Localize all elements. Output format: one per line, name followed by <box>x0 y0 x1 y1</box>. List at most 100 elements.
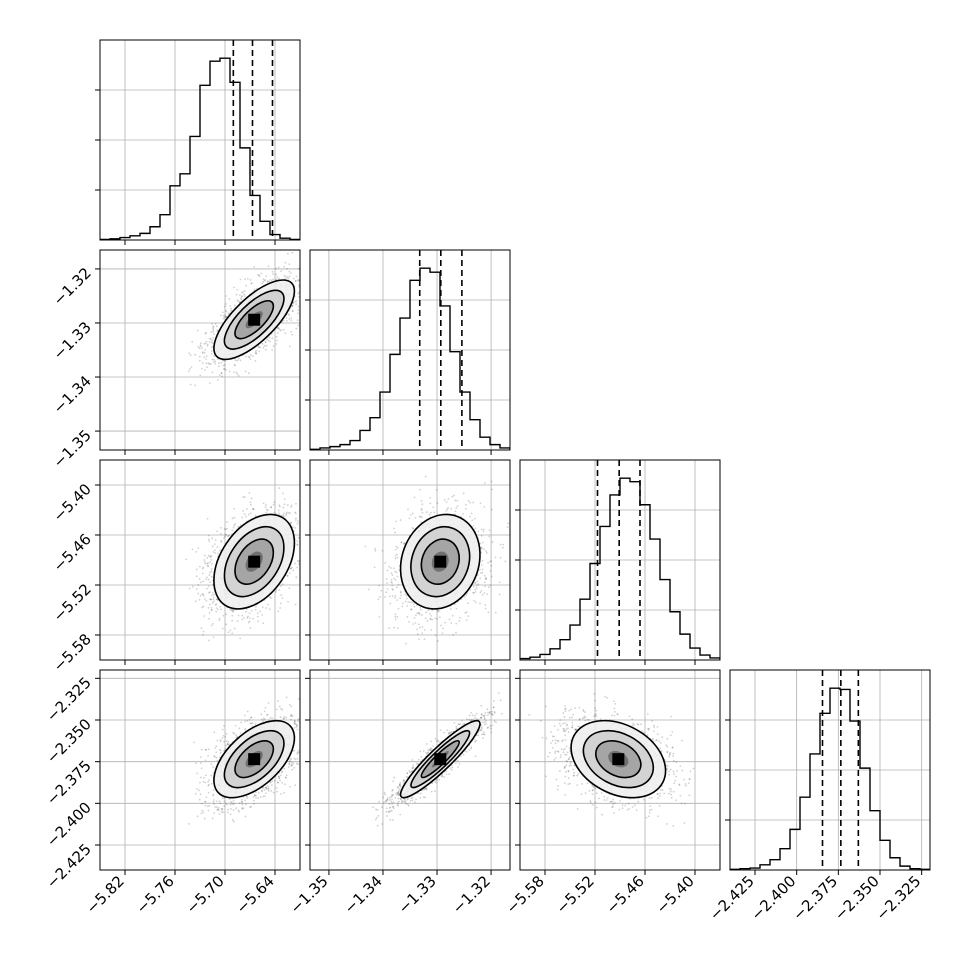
sample-point <box>205 599 208 602</box>
sample-point <box>305 316 307 318</box>
sample-point <box>263 344 266 347</box>
sample-point <box>239 359 242 362</box>
sample-point <box>311 545 313 547</box>
histogram-steps <box>520 477 720 660</box>
sample-point <box>229 629 232 632</box>
sample-point <box>417 612 420 614</box>
sample-point <box>285 776 288 779</box>
sample-point <box>225 613 228 616</box>
sample-point <box>297 292 300 295</box>
sample-point <box>220 372 223 375</box>
sample-point <box>430 628 433 631</box>
sample-point <box>202 811 205 814</box>
sample-point <box>245 508 248 510</box>
sample-point <box>215 598 218 601</box>
sample-point <box>443 499 446 501</box>
sample-point <box>306 284 308 286</box>
sample-point <box>308 495 310 497</box>
sample-point <box>218 617 221 620</box>
sample-point <box>388 627 391 630</box>
sample-point <box>199 374 202 377</box>
sample-point <box>214 552 217 554</box>
sample-point <box>232 803 234 806</box>
sample-point <box>291 305 294 307</box>
sample-point <box>207 784 210 787</box>
sample-point <box>216 598 219 601</box>
sample-point <box>197 584 200 586</box>
sample-point <box>250 282 253 284</box>
sample-point <box>480 534 483 537</box>
sample-point <box>205 355 208 358</box>
sample-point <box>319 288 321 290</box>
sample-point <box>202 351 204 353</box>
sample-point <box>408 517 411 520</box>
sample-point <box>306 561 308 563</box>
sample-point <box>212 330 215 333</box>
sample-point <box>207 565 210 567</box>
sample-point <box>286 574 289 577</box>
sample-point <box>212 793 214 796</box>
sample-point <box>213 803 216 806</box>
sample-point <box>425 511 428 513</box>
y-tick-label: −5.46 <box>50 530 95 575</box>
sample-point <box>207 606 210 609</box>
sample-point <box>223 800 226 803</box>
sample-point <box>275 343 278 345</box>
sample-point <box>436 609 439 612</box>
sample-point <box>399 590 402 593</box>
sample-point <box>207 538 210 541</box>
sample-point <box>239 278 242 281</box>
sample-point <box>255 797 257 799</box>
sample-point <box>506 526 509 529</box>
sample-point <box>480 564 483 566</box>
sample-point <box>442 627 445 630</box>
sample-point <box>436 640 439 642</box>
contour-line <box>234 538 275 585</box>
sample-point <box>242 496 244 498</box>
sample-point <box>290 506 292 508</box>
sample-point <box>206 562 209 565</box>
sample-point <box>202 362 204 364</box>
sample-point <box>266 338 269 341</box>
sample-point <box>427 609 430 612</box>
sample-point <box>198 359 201 362</box>
scatter-panel-2-1 <box>305 459 511 665</box>
panel-frame <box>99 459 301 661</box>
sample-point <box>202 776 205 779</box>
sample-point <box>190 366 193 368</box>
sample-point <box>302 295 304 297</box>
sample-point <box>456 499 459 502</box>
sample-point <box>415 614 417 617</box>
sample-point <box>214 604 217 606</box>
sample-point <box>207 534 210 537</box>
sample-point <box>410 514 412 516</box>
sample-point <box>267 265 270 267</box>
scatter-panel-1-0: −1.35−1.34−1.33−1.32 <box>50 249 321 471</box>
sample-point <box>264 340 267 343</box>
sample-point <box>499 543 502 546</box>
sample-point <box>249 354 252 356</box>
sample-point <box>215 603 218 606</box>
sample-point <box>490 560 493 562</box>
contour-line <box>399 513 481 610</box>
sample-point <box>204 332 207 335</box>
sample-point <box>438 616 441 619</box>
sample-point <box>261 613 264 616</box>
sample-point <box>188 368 191 370</box>
sample-point <box>302 774 304 776</box>
sample-point <box>212 794 215 797</box>
sample-point <box>201 809 204 812</box>
sample-point <box>268 280 271 283</box>
sample-point <box>227 743 229 746</box>
sample-point <box>230 609 233 611</box>
sample-point <box>232 820 235 823</box>
sample-point <box>484 604 487 606</box>
sample-point <box>288 270 291 273</box>
sample-point <box>472 525 475 527</box>
sample-point <box>479 502 482 505</box>
sample-point <box>396 616 399 618</box>
sample-point <box>287 277 290 280</box>
sample-point <box>238 727 241 730</box>
sample-point <box>300 525 302 527</box>
sample-point <box>291 304 294 307</box>
